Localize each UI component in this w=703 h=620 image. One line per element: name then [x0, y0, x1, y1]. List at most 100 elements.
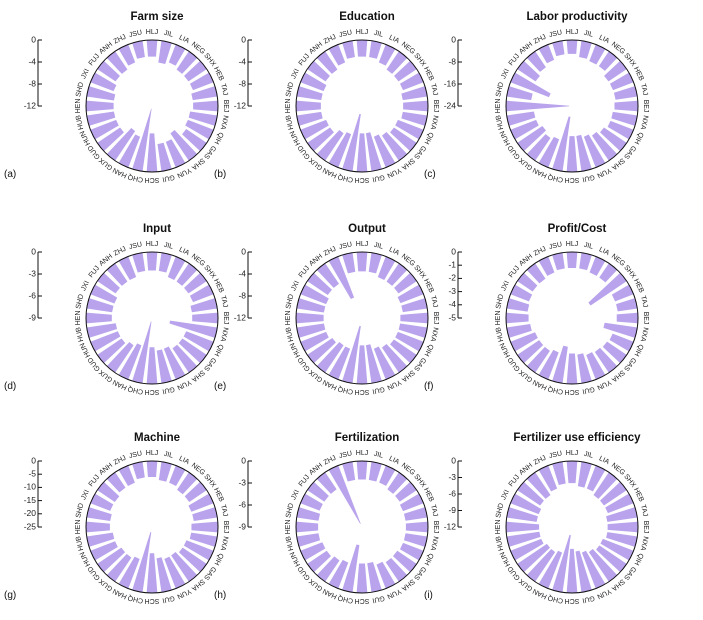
province-label-sch: SCH — [565, 176, 580, 183]
bar-sch — [146, 133, 158, 172]
province-label-gui: GUI — [371, 594, 385, 604]
province-label-hen: HEN — [285, 99, 292, 114]
bar-gud — [517, 340, 544, 364]
bar-han — [118, 343, 142, 380]
panel-title: Machine — [134, 432, 180, 444]
province-label-fuj: FUJ — [88, 474, 101, 488]
bar-zhj — [328, 465, 361, 524]
bar-hub — [296, 111, 323, 126]
province-label-shd: SHD — [285, 503, 295, 519]
value-axis-tick-label: -9 — [28, 312, 36, 322]
province-label-jil: JIL — [373, 30, 384, 39]
panel-title: Output — [348, 223, 386, 235]
province-label-hun: HUN — [499, 342, 512, 359]
bar-shx — [604, 60, 627, 82]
bar-lia — [586, 465, 606, 492]
value-axis-tick-label: 0 — [451, 246, 456, 256]
bar-qih — [609, 333, 634, 352]
bar-jsu — [552, 461, 566, 486]
bar-shd — [506, 507, 538, 522]
province-label-shd: SHD — [285, 294, 295, 310]
panel-6: Profit/Cost(f)HLJ JILLIANEGSHXHEBTAJBEJNX… — [424, 223, 649, 395]
bar-gud — [517, 125, 546, 152]
bar-shd — [86, 507, 112, 521]
bar-gud — [517, 543, 550, 573]
bar-lia — [378, 44, 396, 66]
province-label-jil: JIL — [373, 242, 384, 251]
value-axis-tick-label: 0 — [241, 246, 246, 256]
province-label-jsu: JSU — [128, 450, 142, 460]
bar-sch — [356, 345, 368, 384]
province-label-taj: TAJ — [639, 83, 648, 96]
bar-hen — [86, 312, 112, 324]
bar-neg — [176, 51, 198, 74]
bar-sha — [381, 132, 408, 161]
bar-hub — [506, 111, 536, 126]
province-label-jsu: JSU — [128, 241, 142, 251]
bar-gui — [156, 557, 172, 593]
province-label-nxa: NXA — [219, 536, 229, 552]
panel-title: Profit/Cost — [548, 223, 607, 235]
bar-qih — [395, 119, 424, 140]
bar-gux — [316, 342, 344, 373]
bar-gui — [365, 132, 382, 172]
bar-sha — [170, 130, 198, 161]
province-label-fuj: FUJ — [298, 265, 311, 279]
bar-fuj — [97, 272, 120, 294]
bar-gui — [367, 561, 382, 593]
panel-2: Education(b)HLJ JILLIANEGSHXHEBTAJBEJNXAQ… — [214, 11, 439, 183]
bar-hun — [300, 119, 329, 140]
bar-sha — [381, 344, 408, 373]
bar-jsu — [342, 40, 355, 59]
panel-label: (h) — [214, 590, 226, 601]
value-axis-tick-label: -4 — [238, 268, 246, 278]
bar-hlj — [146, 40, 158, 57]
value-axis-tick-label: -24 — [444, 100, 457, 110]
province-label-sch: SCH — [145, 388, 160, 395]
province-label-gui: GUI — [161, 173, 175, 183]
province-label-jxi: JXI — [80, 489, 91, 501]
bar-hen — [506, 100, 570, 112]
province-label-hub: HUB — [75, 326, 85, 342]
province-label-fuj: FUJ — [298, 53, 311, 67]
value-axis-tick-label: -8 — [238, 290, 246, 300]
province-label-hub: HUB — [285, 535, 295, 551]
province-label-jsu: JSU — [338, 450, 352, 460]
panel-label: (f) — [424, 381, 433, 392]
bar-heb — [605, 493, 634, 514]
bar-jxi — [90, 72, 117, 92]
value-axis-tick-label: 0 — [31, 246, 36, 256]
province-label-lia: LIA — [178, 246, 191, 257]
bar-heb — [188, 493, 214, 512]
bar-lia — [169, 465, 186, 486]
bar-neg — [176, 263, 198, 286]
bar-han — [118, 134, 141, 168]
panel-8: Fertilization(h)HLJ JILLIANEGSHXHEBTAJBEJ… — [214, 432, 439, 604]
province-label-jil: JIL — [373, 451, 384, 460]
province-label-jsu: JSU — [338, 29, 352, 39]
bar-jxi — [300, 284, 329, 305]
bar-jil — [158, 252, 172, 273]
bar-gui — [577, 353, 592, 384]
bar-nxa — [401, 111, 428, 126]
bar-jsu — [342, 252, 356, 274]
bar-hlj — [146, 252, 158, 271]
bar-chq — [342, 325, 361, 384]
bar-gas — [178, 338, 207, 364]
bar-jil — [158, 461, 172, 482]
panel-5: Output(e)HLJ JILLIANEGSHXHEBTAJBEJNXAQIHG… — [214, 223, 439, 395]
province-label-heb: HEB — [212, 278, 225, 294]
province-label-yun: YUN — [176, 587, 192, 600]
bar-gui — [576, 134, 592, 172]
province-label-bej: BEJ — [432, 521, 439, 534]
panel-title: Input — [143, 223, 171, 235]
value-axis-tick-label: 0 — [31, 455, 36, 465]
province-label-yun: YUN — [596, 378, 612, 391]
province-label-jxi: JXI — [500, 68, 511, 80]
value-axis-tick-label: 0 — [451, 455, 456, 465]
bar-jxi — [510, 493, 542, 515]
province-label-nxa: NXA — [429, 536, 439, 552]
value-axis-tick-label: -8 — [238, 78, 246, 88]
bar-bej — [607, 521, 638, 533]
province-label-gui: GUI — [371, 385, 385, 395]
